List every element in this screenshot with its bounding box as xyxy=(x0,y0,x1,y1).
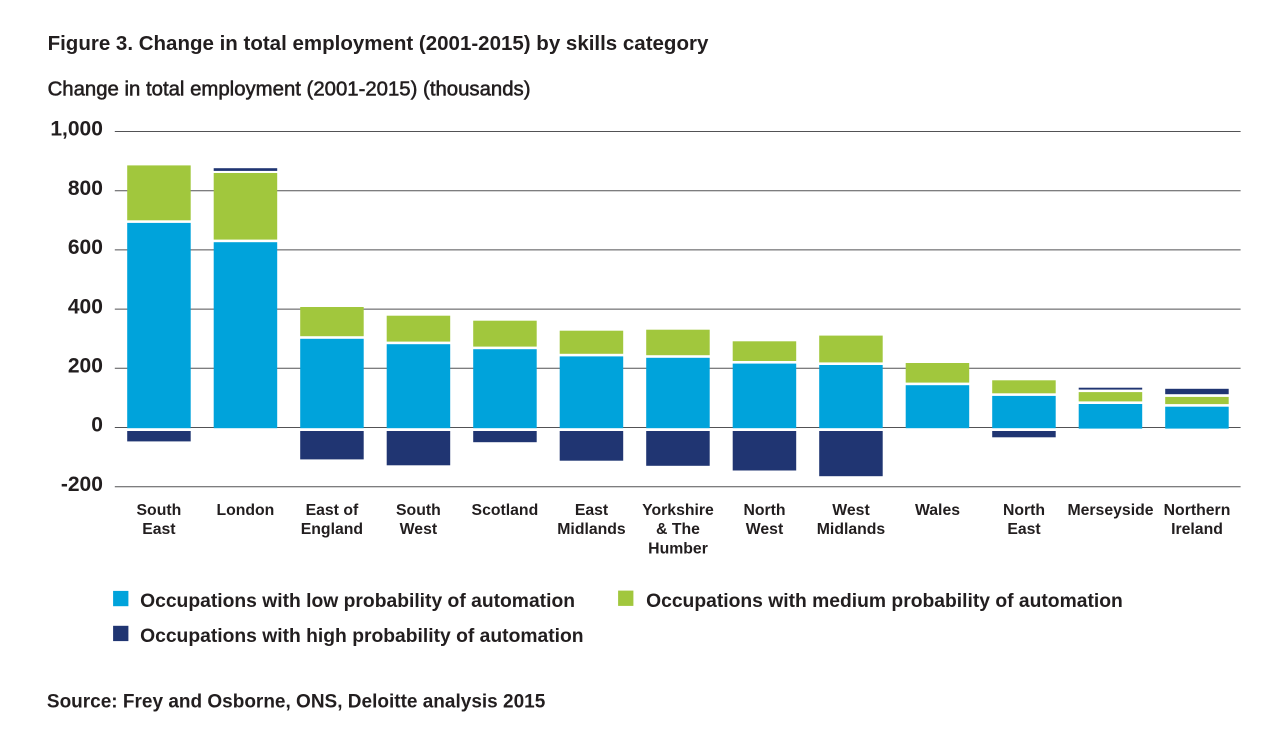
svg-text:West: West xyxy=(746,521,784,538)
svg-text:Source: Frey and Osborne, ONS,: Source: Frey and Osborne, ONS, Deloitte … xyxy=(47,692,546,713)
svg-text:Occupations with high probabil: Occupations with high probability of aut… xyxy=(140,626,583,647)
svg-text:Occupations with medium probab: Occupations with medium probability of a… xyxy=(646,591,1123,612)
svg-text:Merseyside: Merseyside xyxy=(1067,502,1153,519)
svg-text:East: East xyxy=(1007,521,1041,538)
svg-text:Humber: Humber xyxy=(648,540,708,557)
svg-text:West: West xyxy=(832,502,870,519)
svg-text:Change in total employment (20: Change in total employment (2001-2015) (… xyxy=(48,78,531,100)
svg-text:600: 600 xyxy=(68,236,103,259)
svg-text:East: East xyxy=(142,521,176,538)
svg-text:North: North xyxy=(1003,502,1045,519)
svg-text:Midlands: Midlands xyxy=(557,521,626,538)
svg-text:North: North xyxy=(743,502,785,519)
svg-text:0: 0 xyxy=(91,414,103,437)
svg-text:South: South xyxy=(137,502,182,519)
svg-text:-200: -200 xyxy=(61,473,103,496)
svg-text:Yorkshire: Yorkshire xyxy=(642,502,714,519)
svg-text:200: 200 xyxy=(68,355,103,378)
svg-text:South: South xyxy=(396,502,441,519)
svg-text:Midlands: Midlands xyxy=(817,521,886,538)
svg-text:Northern: Northern xyxy=(1164,502,1231,519)
svg-text:400: 400 xyxy=(68,295,103,318)
svg-text:Wales: Wales xyxy=(915,502,960,519)
svg-text:London: London xyxy=(216,502,274,519)
svg-text:East: East xyxy=(575,502,609,519)
svg-text:England: England xyxy=(301,521,363,538)
svg-text:800: 800 xyxy=(68,177,103,200)
svg-text:& The: & The xyxy=(656,521,700,538)
svg-text:West: West xyxy=(400,521,438,538)
svg-text:Figure 3. Change in total empl: Figure 3. Change in total employment (20… xyxy=(48,32,709,55)
svg-text:1,000: 1,000 xyxy=(50,118,103,141)
svg-text:Occupations with low probabili: Occupations with low probability of auto… xyxy=(140,591,575,612)
svg-text:Scotland: Scotland xyxy=(472,502,539,519)
svg-text:Ireland: Ireland xyxy=(1171,521,1223,538)
svg-text:East of: East of xyxy=(306,502,359,519)
